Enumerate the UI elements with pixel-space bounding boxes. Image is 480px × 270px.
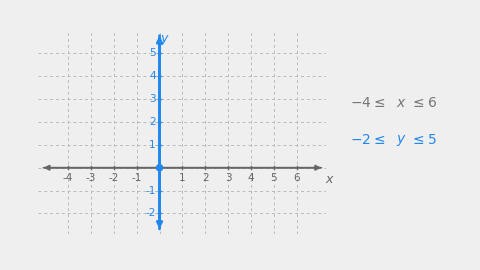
Text: $ \leq 5$: $ \leq 5$ — [410, 133, 437, 147]
Text: 6: 6 — [293, 173, 300, 183]
Text: 2: 2 — [149, 117, 156, 127]
Text: 2: 2 — [202, 173, 209, 183]
Text: 3: 3 — [225, 173, 231, 183]
Text: $-4 \leq $: $-4 \leq $ — [350, 96, 386, 110]
Text: 1: 1 — [149, 140, 156, 150]
Text: -4: -4 — [63, 173, 73, 183]
Text: $x$: $x$ — [396, 96, 407, 110]
Text: -2: -2 — [145, 208, 156, 218]
Text: 5: 5 — [271, 173, 277, 183]
Text: 5: 5 — [149, 48, 156, 58]
Text: y: y — [160, 32, 168, 45]
Text: 1: 1 — [179, 173, 186, 183]
Text: x: x — [325, 173, 333, 186]
Text: 3: 3 — [149, 94, 156, 104]
Text: -2: -2 — [108, 173, 119, 183]
Text: -1: -1 — [132, 173, 142, 183]
Text: $ \leq 6$: $ \leq 6$ — [410, 96, 437, 110]
Text: -1: -1 — [145, 185, 156, 195]
Text: 4: 4 — [149, 71, 156, 81]
Text: $-2 \leq $: $-2 \leq $ — [350, 133, 386, 147]
Text: 4: 4 — [248, 173, 254, 183]
Text: $y$: $y$ — [396, 133, 407, 148]
Text: -3: -3 — [86, 173, 96, 183]
